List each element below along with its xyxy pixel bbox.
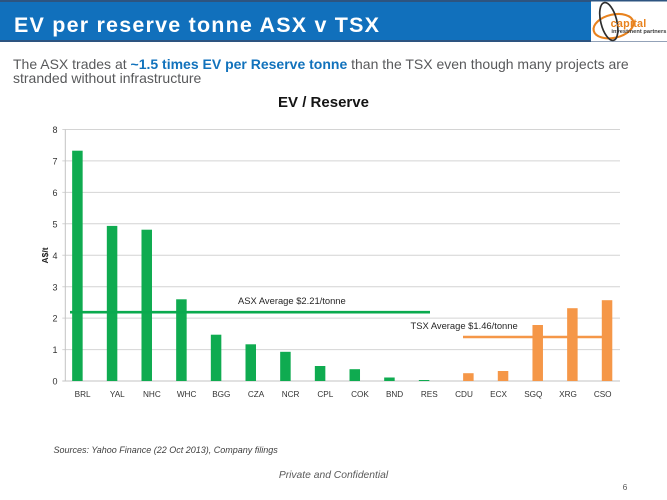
svg-text:1: 1 [52,345,57,355]
svg-text:BND: BND [386,390,403,399]
svg-text:ASX Average $2.21/tonne: ASX Average $2.21/tonne [238,295,346,306]
svg-text:investment partners: investment partners [611,29,666,35]
svg-text:COK: COK [351,390,369,399]
svg-text:YAL: YAL [110,390,125,399]
svg-text:CPL: CPL [317,390,333,399]
svg-text:XRG: XRG [559,390,577,399]
svg-text:8: 8 [52,125,57,135]
svg-text:0: 0 [52,377,57,387]
svg-text:WHC: WHC [177,390,197,399]
svg-text:capital: capital [611,18,647,30]
svg-text:ECX: ECX [490,390,507,399]
svg-text:7: 7 [52,157,57,167]
svg-text:BGG: BGG [212,390,230,399]
svg-text:4: 4 [52,251,57,261]
svg-text:NCR: NCR [282,390,300,399]
svg-text:CSO: CSO [594,390,612,399]
svg-text:TSX Average $1.46/tonne: TSX Average $1.46/tonne [411,320,518,331]
svg-text:RES: RES [421,390,438,399]
svg-text:BRL: BRL [75,390,91,399]
svg-text:6: 6 [52,188,57,198]
svg-text:3: 3 [52,282,57,292]
svg-text:CDU: CDU [455,390,473,399]
svg-text:CZA: CZA [248,390,265,399]
svg-text:2: 2 [52,314,57,324]
svg-text:A$/t: A$/t [40,247,50,263]
svg-text:5: 5 [52,219,57,229]
svg-text:NHC: NHC [143,390,161,399]
svg-text:SGQ: SGQ [524,390,542,399]
